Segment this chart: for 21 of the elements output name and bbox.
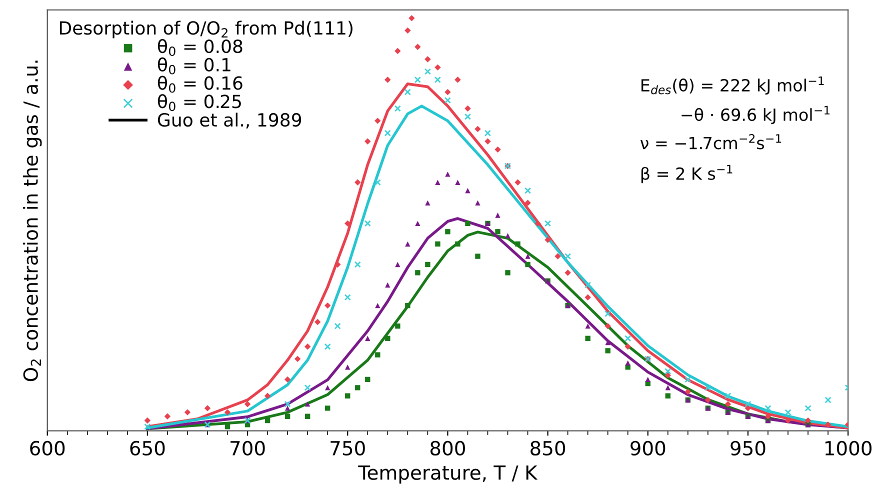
legend-label: θ$_{0}$ = 0.16: [158, 76, 242, 93]
annotation: −θ · 69.6 kJ mol$^{−1}$: [682, 106, 830, 124]
legend-label: θ$_{0}$ = 0.25: [158, 94, 241, 112]
legend-label: θ$_{0}$ = 0.08: [158, 39, 242, 56]
x-tick-label: 750: [330, 440, 365, 456]
y-axis-title: O$_{2}$ concentration in the gas / a.u.: [22, 60, 42, 382]
x-tick-label: 700: [230, 440, 265, 456]
legend-title: Desorption of O/O$_{2}$ from Pd(111): [60, 20, 352, 38]
legend-label: θ$_{0}$ = 0.1: [158, 57, 230, 74]
x-axis-title: Temperature, T / K: [358, 465, 538, 484]
annotation: ν = −1.7cm$^{−2}$s$^{−1}$: [640, 134, 782, 150]
x-tick-label: 650: [130, 440, 165, 456]
annotation: Guo et al., 1989: [158, 112, 302, 129]
annotation: E$_{des}$(θ) = 222 kJ mol$^{−1}$: [642, 76, 824, 95]
x-tick-label: 950: [730, 440, 766, 456]
x-tick-label: 850: [530, 440, 566, 456]
annotation: β = 2 K s$^{−1}$: [641, 164, 732, 184]
x-tick-label: 600: [30, 440, 65, 456]
x-tick-label: 800: [430, 440, 465, 456]
x-tick-label: 900: [630, 440, 666, 456]
x-tick-label: 1000: [825, 440, 872, 456]
